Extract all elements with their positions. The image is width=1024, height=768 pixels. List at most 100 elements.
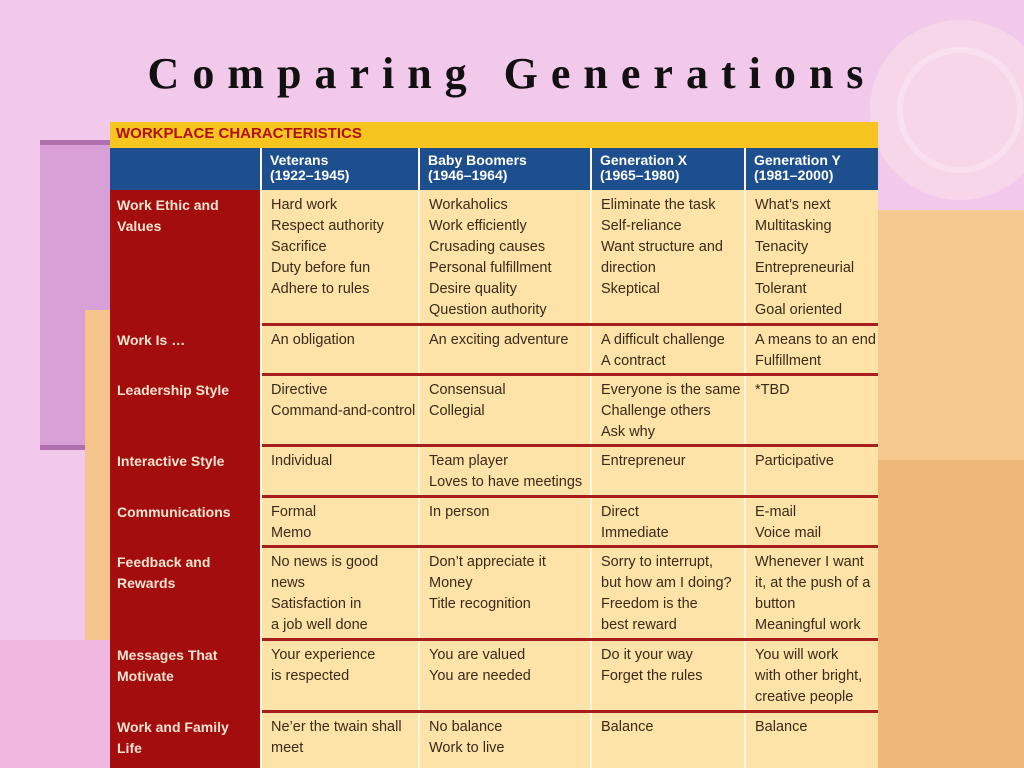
text-line: Interactive Style (117, 453, 225, 469)
column-divider (744, 148, 746, 768)
text-line: Communications (117, 504, 231, 520)
text-line: Rewards (117, 575, 176, 591)
cell: Eliminate the task Self-reliance Want stru… (601, 195, 745, 324)
header-band (110, 148, 878, 190)
text-line: Command-and-control (271, 403, 416, 419)
decor-line (40, 140, 120, 145)
row-divider (262, 373, 878, 376)
cell: *TBD (755, 380, 877, 445)
column-header: Baby Boomers (1946–1964) (428, 153, 592, 183)
text-line: Personal fulfillment (429, 260, 552, 276)
text-line: meet (271, 740, 304, 756)
text-line: Messages That (117, 647, 218, 663)
text-line: Work and Family (117, 719, 229, 735)
text-line: Challenge others (601, 403, 711, 419)
text-line: Question authority (429, 302, 547, 318)
cell: No news is good news Satisfaction in a job … (271, 552, 419, 639)
cell: Entrepreneur (601, 451, 745, 496)
text-line: Entrepreneur (601, 453, 686, 469)
row-label: Leadership Style (117, 380, 257, 401)
cell: You are valued You are needed (429, 645, 591, 711)
text-line: Team player (429, 453, 508, 469)
text-line: Desire quality (429, 281, 517, 297)
text-line: Work to live (429, 740, 505, 756)
text-line: Ne’er the twain shall (271, 719, 402, 735)
cell: Participative (755, 451, 877, 496)
row-divider (262, 323, 878, 326)
text-line: a job well done (271, 617, 368, 633)
row-label: Communications (117, 502, 257, 523)
header-years: (1922–1945) (270, 167, 350, 183)
cell: Formal Memo (271, 502, 419, 546)
text-line: Work Is … (117, 332, 186, 348)
text-line: You are needed (429, 668, 531, 684)
text-line: Entrepreneurial (755, 260, 855, 276)
text-line: Everyone is the same (601, 382, 741, 398)
text-line: Want structure and (601, 239, 723, 255)
text-line: Self-reliance (601, 218, 682, 234)
cell: Direct Immediate (601, 502, 745, 546)
text-line: In person (429, 504, 490, 520)
decor-block (878, 460, 1024, 768)
text-line: Title recognition (429, 596, 531, 612)
header-name: Baby Boomers (428, 152, 527, 168)
text-line: is respected (271, 668, 350, 684)
text-line: button (755, 596, 796, 612)
text-line: news (271, 575, 305, 591)
text-line: Work efficiently (429, 218, 527, 234)
cell: In person (429, 502, 591, 546)
text-line: You are valued (429, 647, 526, 663)
text-line: Voice mail (755, 525, 822, 541)
caption-banner: WORKPLACE CHARACTERISTICS (110, 122, 878, 148)
text-line: Collegial (429, 403, 485, 419)
row-label: Feedback and Rewards (117, 552, 257, 594)
text-line: Freedom is the (601, 596, 698, 612)
decor-flower (870, 20, 1024, 200)
text-line: but how am I doing? (601, 575, 732, 591)
text-line: Ask why (601, 424, 655, 440)
column-divider (418, 148, 420, 768)
cell: Workaholics Work efficiently Crusading cau… (429, 195, 591, 324)
text-line: Satisfaction in (271, 596, 362, 612)
column-divider (260, 148, 262, 768)
cell: Ne’er the twain shall meet (271, 717, 419, 767)
text-line: Eliminate the task (601, 197, 716, 213)
text-line: *TBD (755, 382, 790, 398)
text-line: Crusading causes (429, 239, 546, 255)
text-line: Individual (271, 453, 333, 469)
header-name: Generation Y (754, 152, 841, 168)
cell: Whenever I want it, at the push of a butto… (755, 552, 877, 639)
text-line: direction (601, 260, 656, 276)
text-line: Sacrifice (271, 239, 327, 255)
label-column (110, 190, 260, 768)
cell: Directive Command-and-control (271, 380, 419, 445)
cell: What’s next Multitasking Tenacity Entrepren… (755, 195, 877, 324)
cell: Balance (601, 717, 745, 767)
text-line: Sorry to interrupt, (601, 554, 714, 570)
cell: Don’t appreciate it Money Title recognitio… (429, 552, 591, 639)
cell: No balance Work to live (429, 717, 591, 767)
text-line: creative people (755, 689, 854, 705)
text-line: A difficult challenge (601, 332, 725, 348)
text-line: An obligation (271, 332, 355, 348)
row-label: Messages That Motivate (117, 645, 257, 687)
header-name: Veterans (270, 152, 329, 168)
text-line: Values (117, 218, 162, 234)
row-label: Work Is … (117, 330, 257, 351)
text-line: Adhere to rules (271, 281, 370, 297)
text-line: E-mail (755, 504, 797, 520)
text-line: Motivate (117, 668, 174, 684)
text-line: A means to an end (755, 332, 876, 348)
text-line: Leadership Style (117, 382, 230, 398)
text-line: Memo (271, 525, 312, 541)
cell: Do it your way Forget the rules (601, 645, 745, 711)
text-line: Consensual (429, 382, 506, 398)
text-line: Whenever I want (755, 554, 864, 570)
cell: Hard work Respect authority Sacrifice Duty … (271, 195, 419, 324)
cell: An obligation (271, 330, 419, 374)
row-divider (262, 710, 878, 713)
text-line: Work Ethic and (117, 197, 219, 213)
text-line: Duty before fun (271, 260, 371, 276)
row-label: Work Ethic and Values (117, 195, 257, 237)
